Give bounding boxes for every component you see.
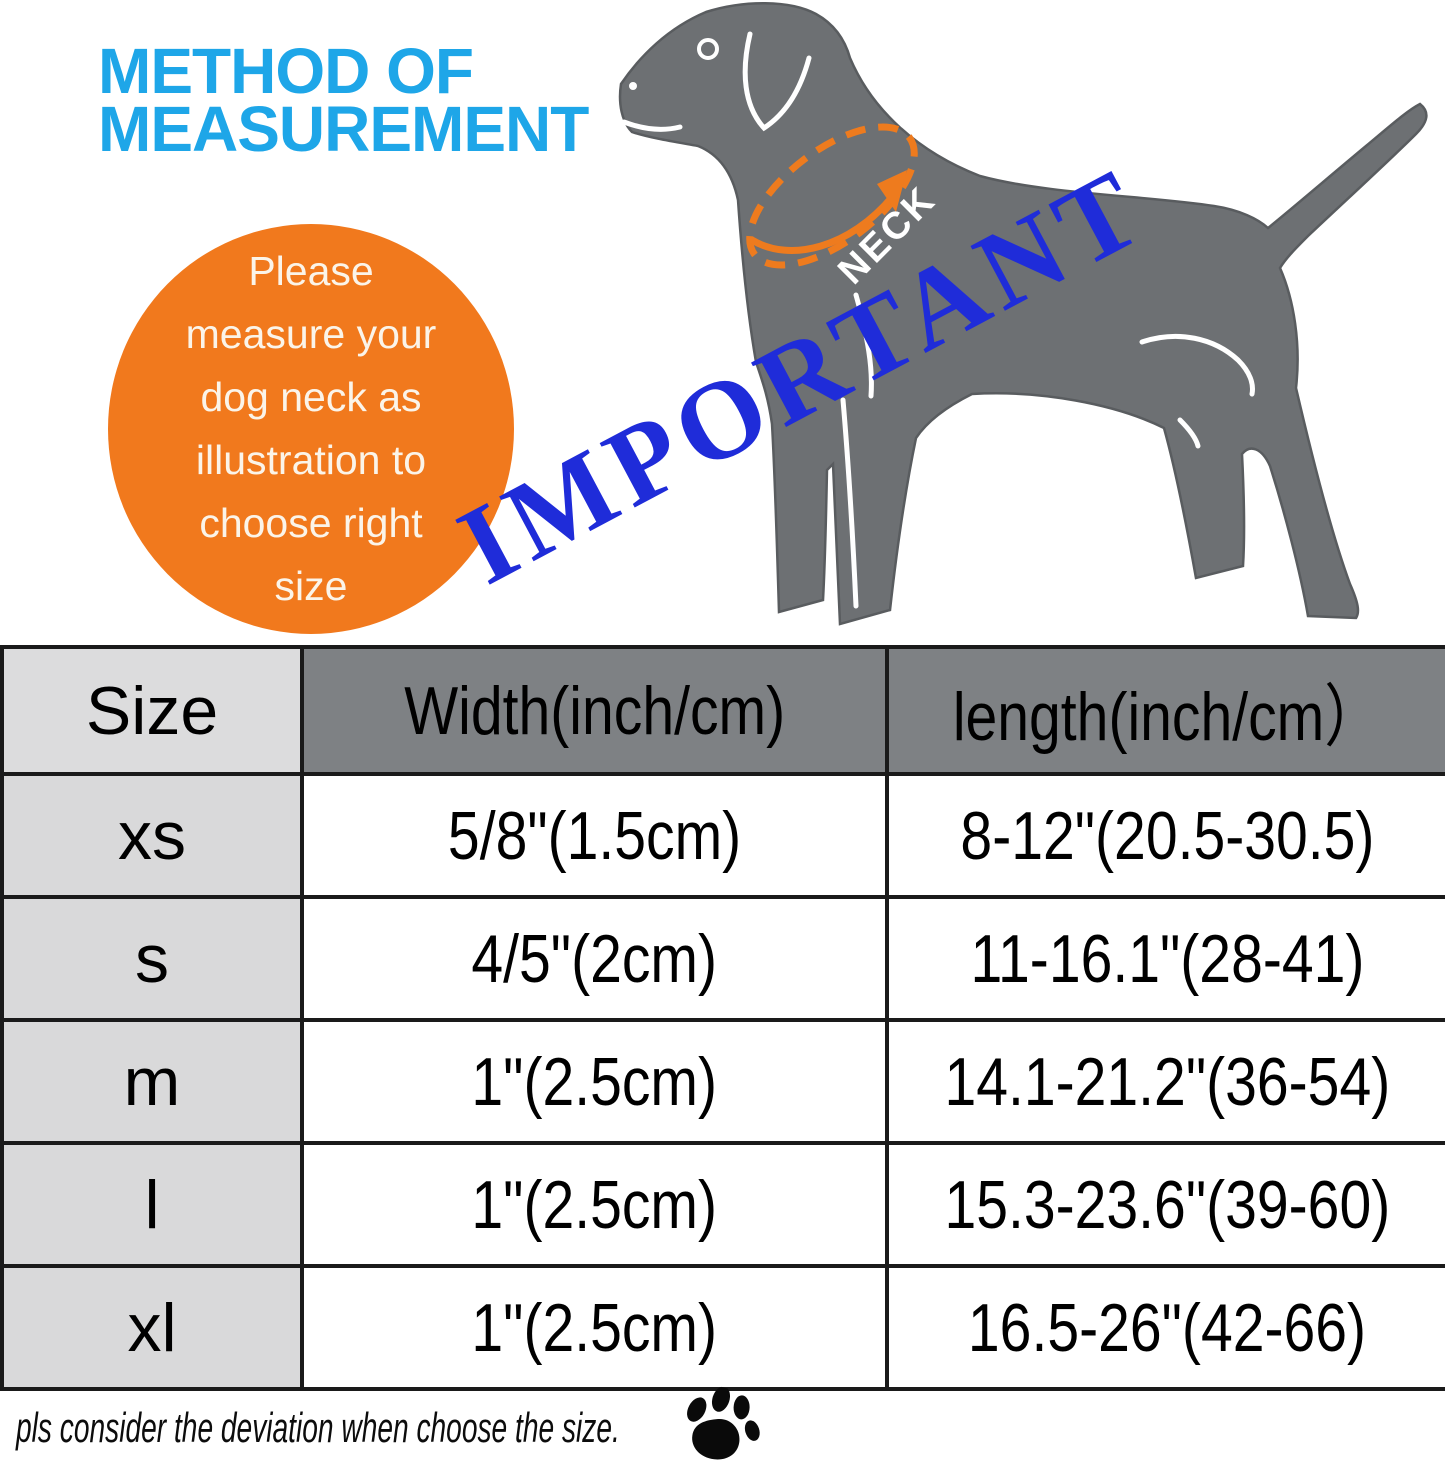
length-cell: 15.3-23.6"(39-60) [885,1141,1445,1268]
table-row: l 1"(2.5cm) 15.3-23.6"(39-60) [0,1141,1445,1268]
table-header-row: Size Width(inch/cm) length(inch/cm） [0,645,1445,776]
size-value: s [135,920,169,997]
header-cell-size: Size [0,645,304,776]
width-value: 1"(2.5cm) [471,1043,718,1120]
length-cell: 8-12"(20.5-30.5) [885,772,1445,899]
size-table: Size Width(inch/cm) length(inch/cm） xs 5… [0,645,1445,1391]
length-value: 8-12"(20.5-30.5) [959,797,1375,874]
size-cell: l [0,1141,304,1268]
instruction-line: choose right [199,500,423,546]
instruction-line: size [274,563,348,609]
instruction-line: illustration to [195,437,427,483]
width-cell: 1"(2.5cm) [300,1141,889,1268]
footer-note-text: pls consider the deviation when choose t… [16,1404,620,1451]
width-cell: 1"(2.5cm) [300,1018,889,1145]
size-value: xs [118,797,186,874]
dog-illustration: NECK [618,2,1428,626]
width-cell: 4/5"(2cm) [300,895,889,1022]
length-cell: 16.5-26"(42-66) [885,1264,1445,1391]
header-label: Size [85,672,219,749]
page-title-line2: MEASUREMENT [98,93,589,165]
instruction-line: Please [248,248,374,294]
instruction-circle: Please measure your dog neck as illustra… [108,224,514,634]
size-value: xl [127,1289,177,1366]
header-cell-length: length(inch/cm） [885,645,1445,776]
table-row: m 1"(2.5cm) 14.1-21.2"(36-54) [0,1018,1445,1145]
neck-arrow-head-icon [877,170,907,212]
paw-icon [687,1386,760,1460]
table-row: s 4/5"(2cm) 11-16.1"(28-41) [0,895,1445,1022]
page-title-line1: METHOD OF [98,35,474,107]
length-value: 16.5-26"(42-66) [967,1289,1367,1366]
dog-detail-lines [621,31,1279,609]
length-value: 14.1-21.2"(36-54) [944,1043,1390,1120]
width-value: 5/8"(1.5cm) [447,797,742,874]
neck-measurement-ellipse [746,123,918,269]
instruction-line: measure your [185,311,437,357]
table-row: xl 1"(2.5cm) 16.5-26"(42-66) [0,1264,1445,1391]
length-cell: 14.1-21.2"(36-54) [885,1018,1445,1145]
length-cell: 11-16.1"(28-41) [885,895,1445,1022]
width-cell: 5/8"(1.5cm) [300,772,889,899]
dog-silhouette [618,2,1428,626]
size-value: l [144,1166,160,1243]
table-row: xs 5/8"(1.5cm) 8-12"(20.5-30.5) [0,772,1445,899]
neck-measure-arrow-line [748,192,897,254]
footer-note: pls consider the deviation when choose t… [16,1404,917,1452]
instruction-line: dog neck as [200,374,422,420]
size-value: m [123,1043,181,1120]
length-value: 11-16.1"(28-41) [970,920,1364,997]
width-value: 1"(2.5cm) [471,1166,718,1243]
length-value: 15.3-23.6"(39-60) [944,1166,1390,1243]
size-cell: m [0,1018,304,1145]
width-cell: 1"(2.5cm) [300,1264,889,1391]
size-cell: s [0,895,304,1022]
header-label: length(inch/cm） [952,679,1382,755]
header-cell-width: Width(inch/cm) [300,645,889,776]
size-cell: xs [0,772,304,899]
width-value: 1"(2.5cm) [471,1289,718,1366]
page-title: METHOD OF MEASUREMENT [98,35,589,165]
header-label: Width(inch/cm) [404,672,785,749]
width-value: 4/5"(2cm) [471,920,718,997]
size-cell: xl [0,1264,304,1391]
